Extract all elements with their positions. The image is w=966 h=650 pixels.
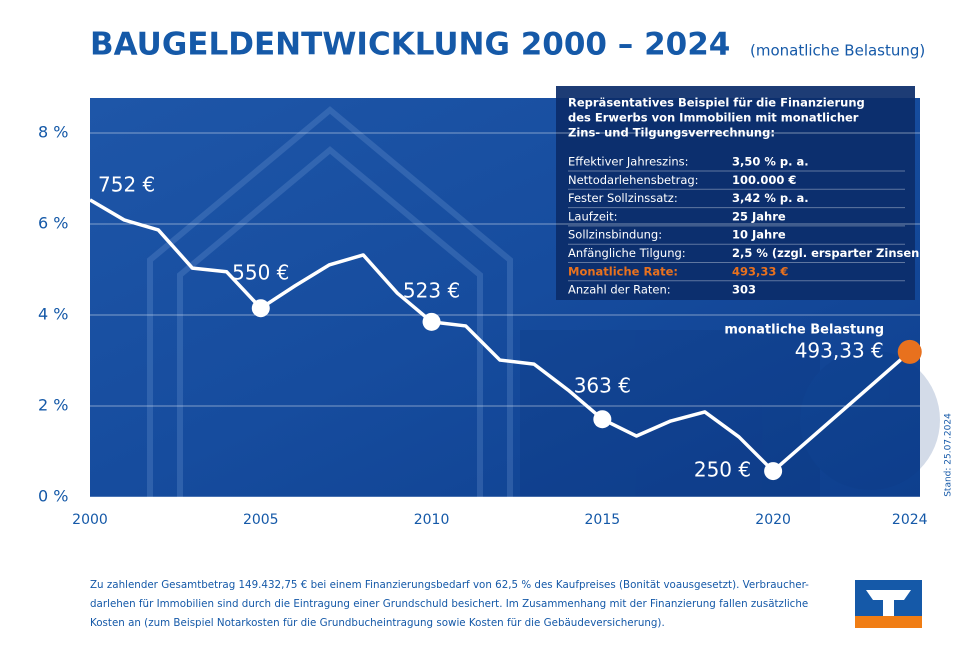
point-caption: monatliche Belastung xyxy=(724,322,884,337)
logo xyxy=(855,580,922,628)
y-tick-label: 8 % xyxy=(38,123,68,142)
title: BAUGELDENTWICKLUNG 2000 – 2024 xyxy=(90,27,730,63)
info-value: 100.000 € xyxy=(732,173,796,187)
info-label: Nettodarlehensbetrag: xyxy=(568,173,699,187)
point-label: 250 € xyxy=(694,458,751,482)
info-value: 3,42 % p. a. xyxy=(732,191,809,205)
point-marker xyxy=(422,312,441,331)
point-label: 550 € xyxy=(232,261,289,285)
stand-date: Stand: 25.07.2024 xyxy=(944,413,954,497)
info-label: Laufzeit: xyxy=(568,209,617,223)
point-label: 493,33 € xyxy=(795,338,884,362)
info-box xyxy=(556,86,915,300)
info-label: Fester Sollzinssatz: xyxy=(568,191,678,205)
highlight-marker xyxy=(897,339,922,364)
info-value: 25 Jahre xyxy=(732,209,786,223)
point-label: 523 € xyxy=(403,278,460,302)
y-tick-label: 2 % xyxy=(38,396,68,415)
y-tick-label: 0 % xyxy=(38,487,68,506)
info-label: Sollzinsbindung: xyxy=(568,228,662,242)
subtitle: (monatliche Belastung) xyxy=(750,42,925,60)
info-title: Zins- und Tilgungsverrechnung: xyxy=(568,126,775,140)
info-value: 3,50 % p. a. xyxy=(732,155,809,169)
point-label: 752 € xyxy=(98,172,155,196)
data-line xyxy=(89,198,911,473)
info-label: Anzahl der Raten: xyxy=(568,283,671,297)
x-tick-label: 2000 xyxy=(72,512,108,528)
footnote: Kosten an (zum Beispiel Notarkosten für … xyxy=(90,617,665,629)
x-tick-label: 2010 xyxy=(414,512,450,528)
point-marker xyxy=(593,410,612,429)
info-title: des Erwerbs von Immobilien mit monatlich… xyxy=(568,111,859,125)
footnote: Zu zahlender Gesamtbetrag 149.432,75 € b… xyxy=(90,579,809,591)
info-label: Anfängliche Tilgung: xyxy=(568,246,686,260)
info-title: Repräsentatives Beispiel für die Finanzi… xyxy=(568,96,865,110)
info-value: 10 Jahre xyxy=(732,228,786,242)
x-tick-label: 2005 xyxy=(243,512,279,528)
y-tick-label: 4 % xyxy=(38,305,68,324)
info-value: 493,33 € xyxy=(732,264,788,278)
point-marker xyxy=(764,462,783,481)
point-label: 363 € xyxy=(574,374,631,398)
footnote: darlehen für Immobilien sind durch die E… xyxy=(90,598,808,610)
info-value: 2,5 % (zzgl. ersparter Zinsen) xyxy=(732,246,925,260)
x-tick-label: 2020 xyxy=(755,512,791,528)
x-tick-label: 2024 xyxy=(892,512,928,528)
info-label: Effektiver Jahreszins: xyxy=(568,155,689,169)
y-tick-label: 6 % xyxy=(38,214,68,233)
info-value: 303 xyxy=(732,283,756,297)
info-label: Monatliche Rate: xyxy=(568,264,678,278)
x-tick-label: 2015 xyxy=(585,512,621,528)
point-marker xyxy=(251,299,270,318)
